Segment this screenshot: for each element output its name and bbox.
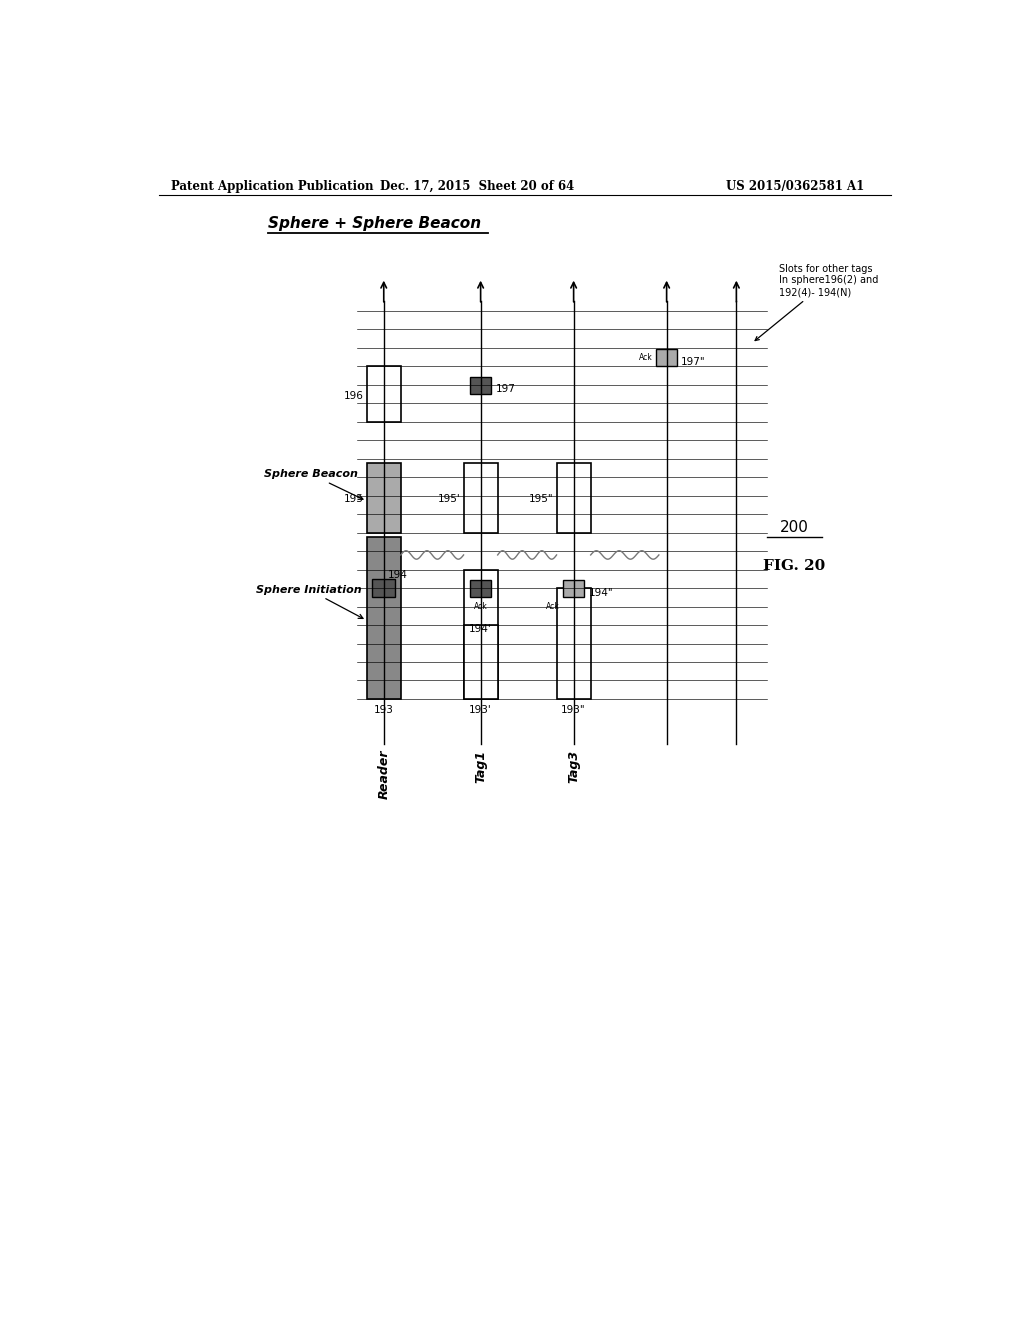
Bar bbox=[470, 378, 492, 395]
Text: 193': 193' bbox=[469, 705, 492, 715]
Bar bbox=[372, 579, 395, 598]
Text: Ack: Ack bbox=[546, 602, 560, 611]
Text: 194': 194' bbox=[469, 624, 492, 634]
Text: Dec. 17, 2015  Sheet 20 of 64: Dec. 17, 2015 Sheet 20 of 64 bbox=[380, 180, 573, 193]
Text: Tag1: Tag1 bbox=[474, 750, 487, 783]
Bar bbox=[655, 350, 678, 367]
Text: Ack: Ack bbox=[474, 602, 487, 611]
Text: Ack: Ack bbox=[639, 354, 652, 362]
Bar bbox=[464, 626, 498, 700]
Bar bbox=[367, 463, 400, 533]
Text: 195": 195" bbox=[528, 494, 554, 504]
Text: 196: 196 bbox=[344, 391, 364, 400]
Text: 195: 195 bbox=[344, 494, 364, 504]
Bar bbox=[464, 570, 498, 700]
Text: 193": 193" bbox=[561, 705, 586, 715]
Bar bbox=[563, 581, 585, 598]
Text: 200: 200 bbox=[780, 520, 809, 536]
Bar bbox=[557, 463, 591, 533]
Text: Tag3: Tag3 bbox=[567, 750, 581, 783]
Bar bbox=[464, 463, 498, 533]
Bar bbox=[557, 589, 591, 700]
Text: FIG. 20: FIG. 20 bbox=[763, 560, 825, 573]
Text: 194": 194" bbox=[589, 589, 613, 598]
Bar bbox=[367, 367, 400, 422]
Text: 194: 194 bbox=[388, 570, 408, 581]
Text: US 2015/0362581 A1: US 2015/0362581 A1 bbox=[726, 180, 864, 193]
Text: 197: 197 bbox=[496, 384, 516, 395]
Text: Sphere Beacon: Sphere Beacon bbox=[263, 469, 362, 499]
Text: Reader: Reader bbox=[377, 750, 390, 800]
Text: Sphere Initiation: Sphere Initiation bbox=[256, 585, 364, 619]
Text: Slots for other tags
In sphere196(2) and
192(4)- 194(N): Slots for other tags In sphere196(2) and… bbox=[755, 264, 879, 341]
Text: Sphere + Sphere Beacon: Sphere + Sphere Beacon bbox=[267, 216, 480, 231]
Bar bbox=[367, 537, 400, 700]
Bar bbox=[470, 581, 492, 598]
Text: 195': 195' bbox=[437, 494, 461, 504]
Text: 193: 193 bbox=[374, 705, 393, 715]
Text: Patent Application Publication: Patent Application Publication bbox=[171, 180, 373, 193]
Text: 197": 197" bbox=[681, 358, 706, 367]
